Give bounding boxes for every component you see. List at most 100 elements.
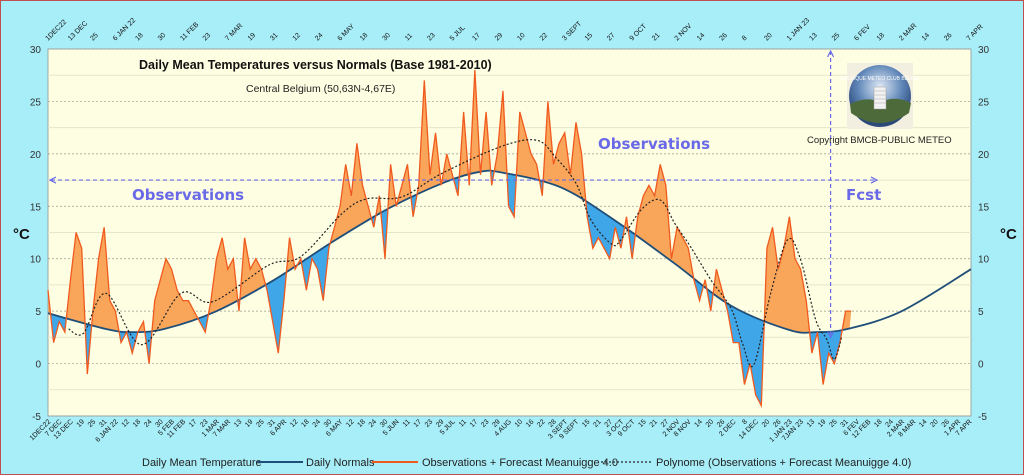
y-tick-label-right: 5	[978, 307, 984, 318]
x-tick-label-top: 30	[381, 32, 392, 43]
x-tick-label-top: 14	[696, 32, 707, 43]
x-tick-label-bottom: 27	[660, 418, 671, 429]
x-tick-label-top: 15	[584, 32, 595, 43]
x-tick-label-bottom: 23	[199, 418, 210, 429]
copyright-text: Copyright BMCB-PUBLIC METEO	[807, 135, 952, 146]
polynome-trend-line	[68, 139, 843, 368]
x-tick-label-top: 12	[292, 32, 303, 43]
x-tick-label-bottom: 25	[828, 418, 839, 429]
x-tick-label-bottom: 26	[941, 418, 952, 429]
x-tick-label-bottom: 10	[514, 418, 525, 429]
x-tick-label-bottom: 31	[840, 418, 851, 429]
y-axis-label-right: °C	[1000, 226, 1017, 243]
legend-polynome: Polynome (Observations + Forecast Meanui…	[656, 457, 911, 469]
x-tick-label-top: 23	[202, 32, 213, 43]
chart-title: Daily Mean Temperatures versus Normals (…	[139, 58, 492, 72]
x-tick-label-bottom: 12	[121, 418, 132, 429]
y-tick-label-left: 25	[30, 97, 42, 108]
x-tick-label-bottom: 30	[323, 418, 334, 429]
bmcb-logo: BELGIQUE METEO CLUB BELGIË	[841, 63, 921, 129]
x-tick-label-bottom: 21	[649, 418, 660, 429]
x-tick-label-top: 7 MAR	[224, 22, 244, 42]
x-tick-label-top: 14	[921, 32, 932, 43]
x-tick-label-bottom: 20	[929, 418, 940, 429]
legend-daily-normals: Daily Normals	[306, 457, 375, 469]
y-tick-label-right: 25	[978, 97, 990, 108]
x-tick-label-bottom: 29	[435, 418, 446, 429]
x-tick-label-bottom: 8	[741, 418, 749, 426]
x-tick-label-top: 23	[426, 32, 437, 43]
x-tick-label-top: 3 SEPT	[561, 20, 584, 43]
y-tick-label-left: 15	[30, 202, 42, 213]
x-tick-label-bottom: 25	[255, 418, 266, 429]
x-tick-label-bottom: 17	[469, 418, 480, 429]
x-tick-label-top: 22	[539, 32, 550, 43]
y-tick-label-left: 20	[30, 150, 42, 161]
logo-text: BELGIQUE METEO CLUB BELGIË	[841, 75, 921, 82]
x-tick-label-top: 31	[269, 32, 280, 43]
x-tick-label-bottom: 13	[233, 418, 244, 429]
x-tick-label-bottom: 20	[761, 418, 772, 429]
y-axis-left: 30 25 20 15 10 5 0 -5	[30, 45, 42, 423]
period-arrows	[48, 49, 879, 339]
x-tick-label-bottom: 20	[705, 418, 716, 429]
x-tick-label-bottom: 18	[873, 418, 884, 429]
x-tick-label-bottom: 17	[188, 418, 199, 429]
x-tick-label-top: 6 FEV	[853, 23, 872, 42]
x-tick-label-bottom: 17	[413, 418, 424, 429]
x-tick-label-top: 18	[359, 32, 370, 43]
y-tick-label-left: 0	[35, 360, 41, 371]
x-tick-label-bottom: 29	[491, 418, 502, 429]
x-tick-label-bottom: 24	[143, 418, 154, 429]
x-tick-label-bottom: 23	[480, 418, 491, 429]
observations-label-right: Observations	[598, 135, 710, 153]
x-tick-label-bottom: 11	[402, 418, 412, 428]
x-tick-label-bottom: 13	[806, 418, 817, 429]
x-tick-label-top: 24	[314, 32, 325, 43]
x-tick-label-bottom: 18	[356, 418, 367, 429]
y-tick-label-right: 10	[978, 255, 990, 266]
x-tick-label-bottom: 26	[716, 418, 727, 429]
x-tick-label-top: 26	[943, 32, 954, 43]
x-tick-label-bottom: 31	[267, 418, 278, 429]
y-tick-label-right: 0	[978, 360, 984, 371]
x-tick-label-bottom: 15	[637, 418, 648, 429]
x-tick-label-bottom: 26	[772, 418, 783, 429]
x-tick-label-bottom: 24	[368, 418, 379, 429]
x-tick-label-bottom: 18	[300, 418, 311, 429]
x-tick-label-bottom: 11	[458, 418, 468, 428]
observations-line	[47, 69, 852, 408]
x-tick-label-bottom: 27	[604, 418, 615, 429]
observations-label-left: Observations	[132, 186, 244, 204]
legend-daily-mean-temperature: Daily Mean Temperature	[142, 457, 262, 469]
x-tick-label-top: 20	[763, 32, 774, 43]
x-tick-label-bottom: 19	[244, 418, 255, 429]
x-tick-label-top: 26	[718, 32, 729, 43]
x-tick-label-bottom: 16	[525, 418, 536, 429]
x-tick-label-top: 25	[89, 32, 100, 43]
x-tick-label-top: 9 OCT	[629, 22, 649, 42]
y-tick-label-right: 30	[978, 45, 990, 56]
forecast-label: Fcst	[846, 186, 881, 204]
x-tick-label-bottom: 24	[884, 418, 895, 429]
y-axis-label-left: °C	[13, 226, 30, 243]
x-tick-label-bottom: 23	[424, 418, 435, 429]
x-tick-label-top: 10	[516, 32, 527, 43]
legend-observations: Observations + Forecast Meanuigge 4.0	[422, 457, 618, 469]
arrow-head-down	[827, 331, 835, 339]
x-tick-label-top: 25	[831, 32, 842, 43]
x-tick-label-bottom: 30	[379, 418, 390, 429]
y-tick-label-right: -5	[978, 412, 987, 423]
x-tick-label-bottom: 19	[76, 418, 87, 429]
x-tick-label-top: 18	[876, 32, 887, 43]
x-tick-label-bottom: 19	[817, 418, 828, 429]
x-tick-label-bottom: 12	[345, 418, 356, 429]
x-tick-label-top: 17	[471, 32, 482, 43]
x-tick-label-bottom: 30	[154, 418, 165, 429]
x-tick-label-top: 7 APR	[966, 23, 985, 42]
y-tick-label-right: 20	[978, 150, 990, 161]
